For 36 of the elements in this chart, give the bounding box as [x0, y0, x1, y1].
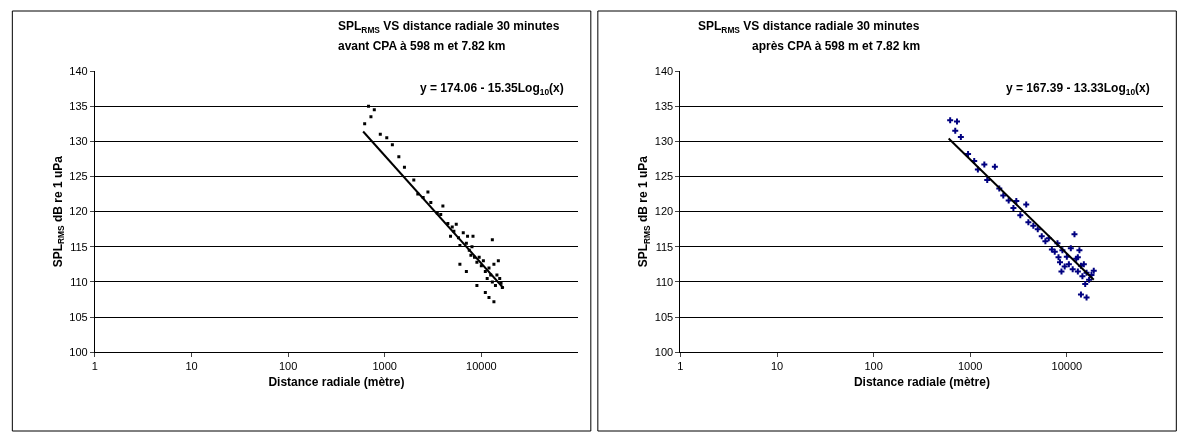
x-tick-label: 1: [91, 360, 98, 373]
y-tick-label: 120: [69, 205, 88, 218]
y-tick-label: 105: [69, 310, 88, 323]
y-tick-label: 130: [69, 135, 88, 148]
chart-title: SPL$_{RMS}$ VS distance radiale 30 minutes: [698, 19, 920, 35]
y-tick-label: 115: [655, 240, 674, 253]
y-tick-label: 130: [654, 135, 674, 148]
y-tick-label: 115: [70, 240, 88, 253]
y-tick-label: 110: [70, 275, 88, 288]
x-axis-title: Distance radiale (mètre): [853, 375, 990, 390]
x-tick-label: 100: [864, 360, 883, 373]
y-tick-label: 110: [655, 275, 674, 288]
y-tick-label: 100: [654, 346, 674, 359]
y-tick-label: 135: [654, 100, 674, 113]
x-tick-label: 1: [677, 360, 684, 373]
x-tick-label: 10: [770, 360, 784, 373]
chart-title: SPL$_{RMS}$ VS distance radiale 30 minutes: [338, 19, 560, 35]
x-tick-label: 1000: [372, 360, 397, 373]
annotation: y = 167.39 - 13.33Log$_{10}$(x): [1006, 81, 1150, 97]
x-tick-label: 100: [278, 360, 298, 373]
x-tick-label: 10000: [1051, 360, 1083, 373]
y-tick-label: 120: [654, 205, 674, 218]
chart-subtitle: après CPA à 598 m et 7.82 km: [752, 39, 921, 53]
annotation: y = 174.06 - 15.35Log$_{10}$(x): [420, 81, 564, 97]
x-tick-label: 1000: [957, 360, 983, 373]
x-axis-title: Distance radiale (mètre): [268, 375, 405, 390]
y-tick-label: 105: [654, 310, 674, 323]
chart-subtitle: avant CPA à 598 m et 7.82 km: [338, 39, 506, 53]
y-tick-label: 125: [69, 170, 88, 183]
y-tick-label: 100: [69, 346, 88, 359]
y-tick-label: 135: [69, 100, 88, 113]
y-tick-label: 140: [69, 64, 88, 77]
x-tick-label: 10: [185, 360, 198, 373]
x-tick-label: 10000: [466, 360, 497, 373]
y-tick-label: 140: [654, 64, 674, 77]
y-tick-label: 125: [654, 170, 674, 183]
